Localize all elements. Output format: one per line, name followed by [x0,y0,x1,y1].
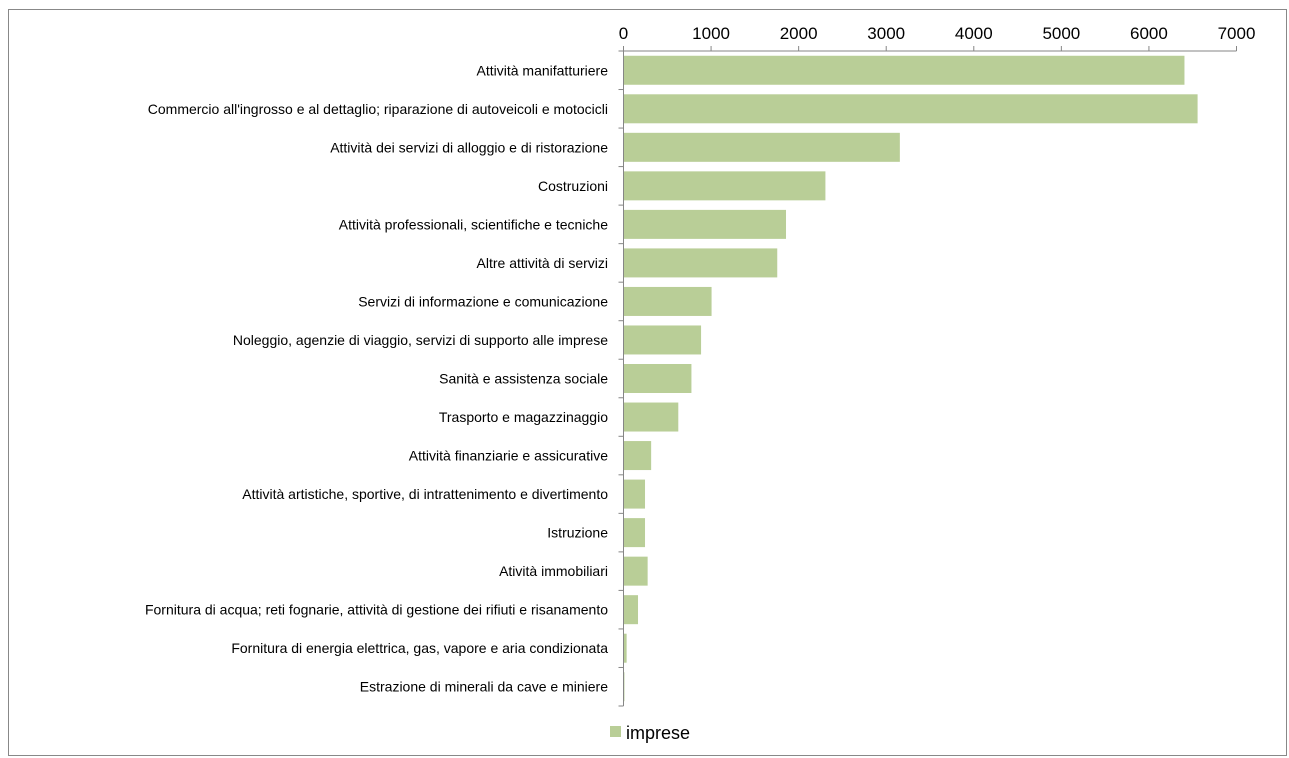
plot-area: 0 1000 2000 3000 4000 5000 6000 7000 Attività ma… [145,24,1256,707]
bar [624,94,1198,124]
bar [624,286,712,316]
category-label: Trasporto e magazzinaggio [439,409,608,425]
category-label: Attività manifatturiere [477,62,609,78]
category-label: Altre attività di servizi [477,255,608,271]
bar [624,633,627,663]
category-label: Servizi di informazione e comunicazione [358,293,608,309]
x-tick-label: 0 [619,24,628,43]
category-label: Istruzione [547,525,608,541]
bar [624,132,900,162]
category-label: Estrazione di minerali da cave e miniere [360,679,608,695]
bar [624,595,639,625]
bar [624,556,648,586]
x-tick-label: 7000 [1218,24,1256,43]
bar [624,402,679,432]
x-tick-label: 2000 [780,24,818,43]
legend-label-imprese: imprese [626,723,690,743]
bar [624,479,646,509]
bar [624,325,702,355]
legend: imprese [610,723,690,743]
x-tick-label: 6000 [1130,24,1168,43]
bar [624,364,692,393]
category-label: Atività immobiliari [499,563,608,579]
bar [624,518,646,548]
bar [624,171,826,201]
category-label: Noleggio, agenzie di viaggio, servizi di… [233,332,608,348]
bar [624,248,778,278]
x-tick-label: 5000 [1042,24,1080,43]
x-tick-label: 3000 [867,24,905,43]
x-tick-label: 4000 [955,24,993,43]
category-label: Fornitura di energia elettrica, gas, vap… [231,640,608,656]
category-label: Attività artistiche, sportive, di intrat… [242,486,608,502]
category-label: Commercio all'ingrosso e al dettaglio; r… [148,101,608,117]
category-label: Attività dei servizi di alloggio e di ri… [330,139,608,155]
bar [624,209,787,239]
category-label: Costruzioni [538,178,608,194]
bar [624,55,1185,85]
category-label: Fornitura di acqua; reti fognarie, attiv… [145,602,608,618]
x-tick-label: 1000 [692,24,730,43]
category-label: Sanità e assistenza sociale [439,371,608,387]
legend-swatch-imprese [610,726,621,737]
category-label: Attività professionali, scientifiche e t… [339,216,608,232]
category-label: Attività finanziarie e assicurative [409,448,608,464]
bar [624,441,652,471]
